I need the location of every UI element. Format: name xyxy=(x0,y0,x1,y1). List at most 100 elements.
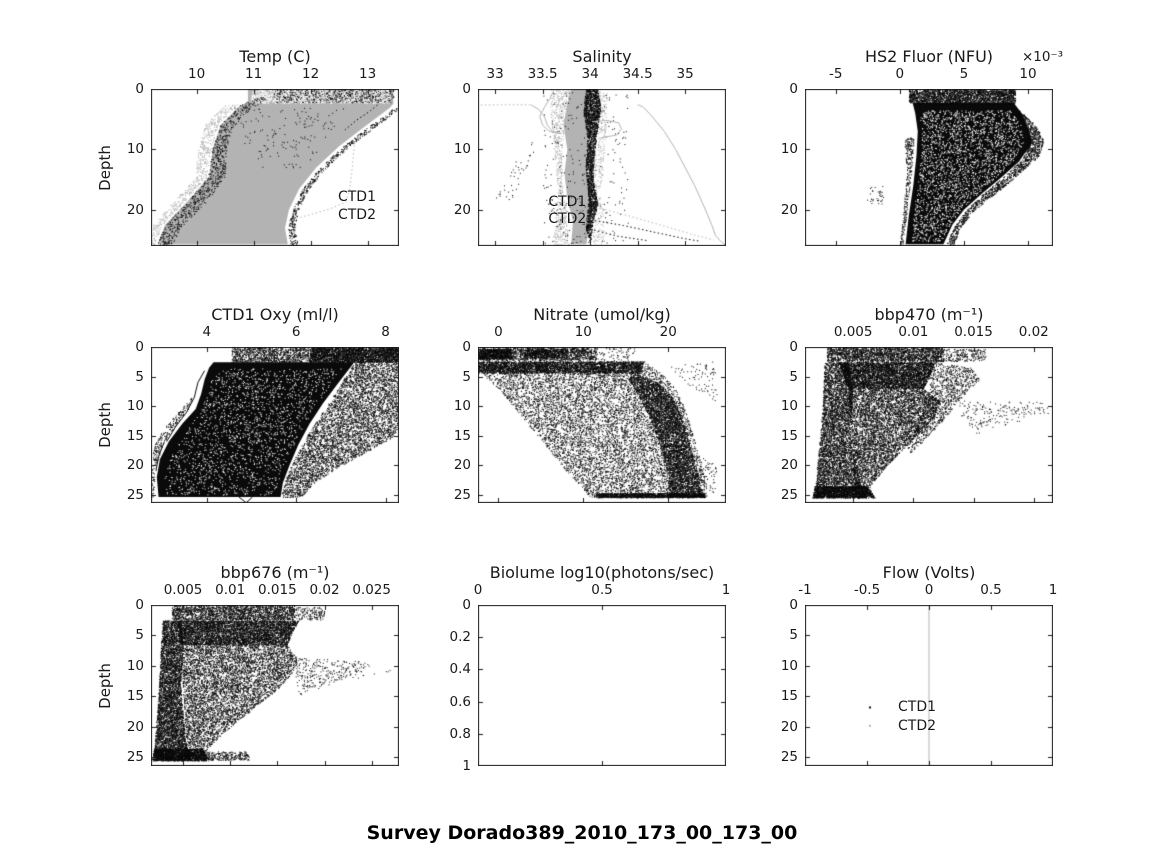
y-tick-label: 0 xyxy=(462,339,471,355)
legend-text-ctd1: CTD1 xyxy=(548,193,587,210)
y-tick-label: 15 xyxy=(126,688,144,705)
legend-text-ctd2: CTD2 xyxy=(337,207,376,224)
y-tick-label: 10 xyxy=(453,398,471,415)
x-tick-label: 0.5 xyxy=(980,582,1002,598)
x-tick-label: 0.02 xyxy=(1018,324,1049,340)
x-tick-label: -1 xyxy=(798,582,812,598)
x-tick-label: 34 xyxy=(581,66,599,82)
nitrate-plot-canvas xyxy=(478,347,726,503)
y-tick-label: 0 xyxy=(789,81,798,97)
y-tick-label: 20 xyxy=(453,201,471,218)
x-tick-label: 33.5 xyxy=(527,66,558,82)
y-tick-label: 20 xyxy=(126,718,144,735)
y-tick-label: 5 xyxy=(462,368,471,385)
depth-axis-label: Depth xyxy=(96,662,114,709)
x-tick-label: 0 xyxy=(473,582,483,598)
x-tick-label: 10 xyxy=(574,324,592,340)
y-tick-label: 5 xyxy=(789,368,798,385)
subplot-biolume: Biolume log10(photons/sec) 0 0.5 1 0 0.2 0.4 0.… xyxy=(450,563,731,774)
y-tick-label: 20 xyxy=(780,457,798,474)
y-tick-label: 20 xyxy=(126,201,144,218)
x-tick-label: 0.025 xyxy=(352,582,391,598)
y-tick-label: 10 xyxy=(780,398,798,415)
depth-axis-label: Depth xyxy=(96,402,114,448)
subplot-title: CTD1 Oxy (ml/l) xyxy=(211,305,339,324)
y-tick-label: 0.6 xyxy=(449,693,471,710)
y-tick-label: 10 xyxy=(126,398,144,415)
x-tick-label: 0.01 xyxy=(215,582,246,598)
y-tick-label: 25 xyxy=(780,486,798,503)
bbp470-plot-canvas xyxy=(805,347,1053,503)
x-tick-label: 35 xyxy=(676,66,694,82)
legend-text-ctd1: CTD1 xyxy=(337,189,376,206)
x-tick-label: 0.02 xyxy=(309,582,340,598)
subplot-bbp676: bbp676 (m⁻¹) 0.005 0.01 0.015 0.02 0.025 0 5 10 1… xyxy=(96,563,399,766)
y-tick-label: 0.4 xyxy=(449,661,471,678)
depth-axis-label: Depth xyxy=(96,144,114,191)
y-tick-label: 20 xyxy=(453,457,471,474)
y-tick-label: 15 xyxy=(780,427,798,444)
subplot-nitrate: Nitrate (umol/kg) 0 10 20 0 5 10 15 20 25 xyxy=(454,305,726,503)
y-tick-label: 5 xyxy=(135,627,144,644)
y-tick-label: 1 xyxy=(462,758,471,774)
x-tick-label: 0.005 xyxy=(163,582,203,598)
y-tick-label: 25 xyxy=(126,486,144,503)
x-tick-label: 10 xyxy=(188,66,206,82)
y-tick-label: 20 xyxy=(780,718,798,735)
y-tick-label: 15 xyxy=(780,688,798,705)
subplot-hs2-fluor: HS2 Fluor (NFU) ×10⁻³ -5 0 5 10 0 10 20 xyxy=(781,47,1063,246)
subplot-title: Salinity xyxy=(572,47,632,66)
subplot-title: HS2 Fluor (NFU) xyxy=(864,47,994,66)
x-tick-label: 0 xyxy=(494,324,503,340)
x-tick-label: 0 xyxy=(895,66,905,82)
y-tick-label: 0.2 xyxy=(449,629,471,646)
y-tick-label: 0 xyxy=(789,339,798,355)
subplot-bbp470: bbp470 (m⁻¹) 0.005 0.01 0.015 0.02 0 5 10 15 20 25 xyxy=(781,305,1053,503)
y-tick-label: 0 xyxy=(789,597,798,613)
axis-exponent-label: ×10⁻³ xyxy=(1021,49,1063,65)
subplot-temp: CTD1 CTD2 Temp (C) 10 11 12 13 0 10 20 Depth xyxy=(96,47,399,246)
y-tick-label: 0 xyxy=(135,339,144,355)
y-tick-label: 25 xyxy=(780,749,798,766)
salinity-plot-canvas xyxy=(478,89,726,246)
x-tick-label: 0.5 xyxy=(591,582,613,598)
y-tick-label: 10 xyxy=(126,141,144,158)
flow-plot-canvas xyxy=(805,605,1053,766)
x-tick-label: 4 xyxy=(202,324,212,340)
x-tick-label: 1 xyxy=(1048,582,1058,598)
subplot-title: bbp676 (m⁻¹) xyxy=(220,563,330,582)
y-tick-label: 10 xyxy=(453,141,471,158)
x-tick-label: 11 xyxy=(245,66,263,82)
y-tick-label: 10 xyxy=(780,657,798,674)
y-tick-label: 0 xyxy=(462,597,471,613)
y-tick-label: 5 xyxy=(789,627,798,644)
y-tick-label: 15 xyxy=(453,427,471,444)
ctd1-oxy-plot-canvas xyxy=(151,347,399,503)
x-tick-label: 0.015 xyxy=(954,324,993,340)
temp-plot-canvas xyxy=(151,89,399,246)
subplot-title: bbp470 (m⁻¹) xyxy=(874,305,984,324)
y-tick-label: 25 xyxy=(126,749,144,766)
x-tick-label: 1 xyxy=(721,582,731,598)
x-tick-label: 0.01 xyxy=(898,324,929,340)
x-tick-label: -0.5 xyxy=(853,582,881,598)
x-tick-label: 12 xyxy=(302,66,320,82)
subplot-ctd1-oxy: CTD1 Oxy (ml/l) 4 6 8 0 5 10 15 20 25 Depth xyxy=(96,305,399,503)
y-tick-label: 5 xyxy=(135,368,144,385)
legend-text-ctd1: CTD1 xyxy=(898,699,937,716)
y-tick-label: 20 xyxy=(126,457,144,474)
y-tick-label: 25 xyxy=(453,486,471,503)
y-tick-label: 10 xyxy=(780,141,798,158)
bbp676-plot-canvas xyxy=(151,605,399,766)
x-tick-label: 0.005 xyxy=(833,324,873,340)
biolume-plot-canvas xyxy=(478,605,726,766)
subplot-flow: CTD1 CTD2 Flow (Volts) -1 -0.5 0 0.5 1 0 5 10 15 20 2… xyxy=(781,563,1057,766)
y-tick-label: 0 xyxy=(462,81,471,97)
legend-text-ctd2: CTD2 xyxy=(898,717,937,734)
y-tick-label: 15 xyxy=(126,427,144,444)
x-tick-label: 8 xyxy=(381,324,390,340)
subplot-title: Nitrate (umol/kg) xyxy=(533,305,671,324)
x-tick-label: 34.5 xyxy=(622,66,653,82)
x-tick-label: 5 xyxy=(959,66,969,82)
